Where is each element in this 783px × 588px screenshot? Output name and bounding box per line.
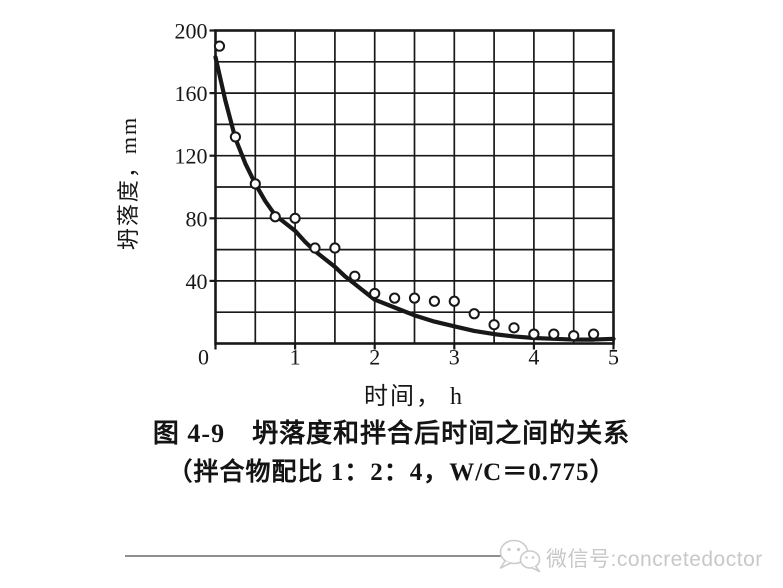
tick-marks — [209, 29, 615, 350]
y-tick-label: 80 — [186, 206, 208, 231]
x-tick-label: 4 — [528, 345, 539, 370]
x-axis-label: 时间， h — [364, 384, 464, 410]
footer-rule — [125, 555, 525, 557]
watermark-text: 微信号:concretedoctor — [546, 548, 763, 571]
slump-time-chart: 40 80 120 160 200 0 1 2 3 4 5 — [175, 19, 620, 370]
data-point — [349, 270, 361, 282]
figure-subcaption: （拌合物配比 1：2：4，W/C＝0.775） — [167, 459, 616, 486]
wechat-icon — [499, 539, 541, 573]
data-point — [213, 40, 226, 52]
data-point — [548, 328, 560, 340]
data-point — [289, 212, 301, 224]
plot-border — [214, 29, 615, 345]
y-tick-label: 160 — [175, 81, 208, 106]
y-tick-label: 40 — [186, 269, 208, 294]
data-point — [428, 295, 440, 307]
data-point — [408, 292, 421, 304]
fitted-slump-curve — [213, 55, 616, 342]
y-tick-label: 120 — [175, 144, 208, 169]
data-point — [249, 178, 261, 190]
figure-caption: 图 4-9 坍落度和拌合后时间之间的关系 — [152, 419, 631, 448]
data-point — [309, 242, 321, 254]
data-point — [528, 328, 540, 340]
data-point — [488, 319, 500, 331]
y-axis-label: 坍落度，mm — [116, 115, 141, 251]
data-point — [229, 131, 241, 143]
tick-labels: 40 80 120 160 200 0 1 2 3 4 5 — [175, 19, 620, 370]
data-point — [588, 328, 600, 340]
origin-tick-label: 0 — [198, 345, 209, 370]
y-tick-label: 200 — [175, 19, 208, 44]
data-point — [568, 330, 580, 342]
data-point — [389, 292, 401, 304]
x-tick-label: 3 — [449, 345, 460, 370]
x-tick-label: 1 — [290, 345, 301, 370]
measured-slump-points — [213, 40, 600, 342]
data-point — [369, 287, 381, 300]
data-point — [269, 211, 281, 223]
data-point — [329, 242, 341, 254]
grid-lines — [215, 30, 614, 344]
data-point — [468, 308, 480, 320]
data-point — [508, 322, 520, 334]
data-point — [448, 295, 460, 307]
x-tick-label: 2 — [369, 345, 380, 370]
x-tick-label: 5 — [608, 345, 619, 370]
